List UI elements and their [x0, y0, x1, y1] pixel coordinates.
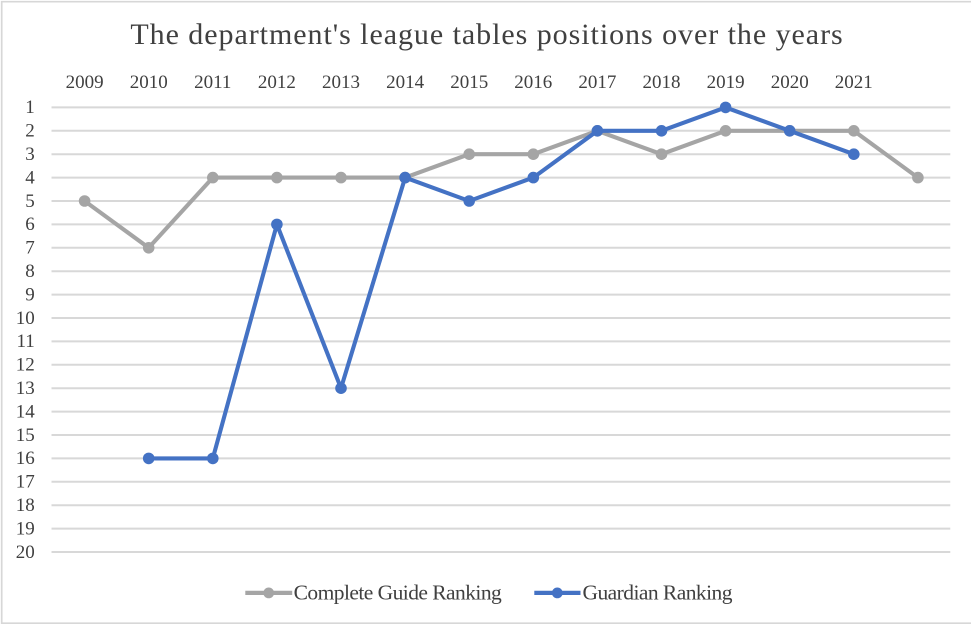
svg-text:5: 5 — [25, 191, 35, 212]
svg-text:11: 11 — [17, 331, 35, 352]
svg-text:20: 20 — [16, 542, 35, 563]
svg-text:2021: 2021 — [835, 72, 873, 93]
svg-text:2012: 2012 — [258, 72, 296, 93]
svg-text:7: 7 — [25, 238, 35, 259]
svg-text:2: 2 — [25, 121, 35, 142]
svg-text:16: 16 — [16, 448, 35, 469]
svg-text:4: 4 — [25, 167, 35, 188]
svg-text:The department's league tables: The department's league tables positions… — [130, 18, 843, 51]
svg-text:15: 15 — [16, 425, 35, 446]
svg-text:2020: 2020 — [771, 72, 809, 93]
svg-text:Guardian Ranking: Guardian Ranking — [583, 580, 733, 604]
svg-text:2017: 2017 — [578, 72, 616, 93]
svg-text:1: 1 — [25, 97, 35, 118]
svg-text:8: 8 — [25, 261, 35, 282]
svg-text:10: 10 — [16, 308, 35, 329]
svg-text:2013: 2013 — [322, 72, 360, 93]
svg-text:17: 17 — [16, 472, 35, 493]
svg-text:6: 6 — [25, 214, 35, 235]
svg-text:12: 12 — [16, 355, 35, 376]
svg-text:2011: 2011 — [194, 72, 231, 93]
svg-text:19: 19 — [16, 518, 35, 539]
svg-text:2019: 2019 — [707, 72, 745, 93]
svg-text:Complete Guide Ranking: Complete Guide Ranking — [294, 580, 502, 604]
svg-text:2016: 2016 — [514, 72, 552, 93]
svg-text:2018: 2018 — [643, 72, 681, 93]
svg-text:13: 13 — [16, 378, 35, 399]
svg-text:3: 3 — [25, 144, 35, 165]
svg-text:18: 18 — [16, 495, 35, 516]
svg-text:2010: 2010 — [130, 72, 168, 93]
svg-text:14: 14 — [16, 401, 36, 422]
svg-text:2009: 2009 — [66, 72, 104, 93]
svg-text:9: 9 — [25, 284, 35, 305]
svg-text:2015: 2015 — [450, 72, 488, 93]
svg-text:2014: 2014 — [386, 72, 425, 93]
